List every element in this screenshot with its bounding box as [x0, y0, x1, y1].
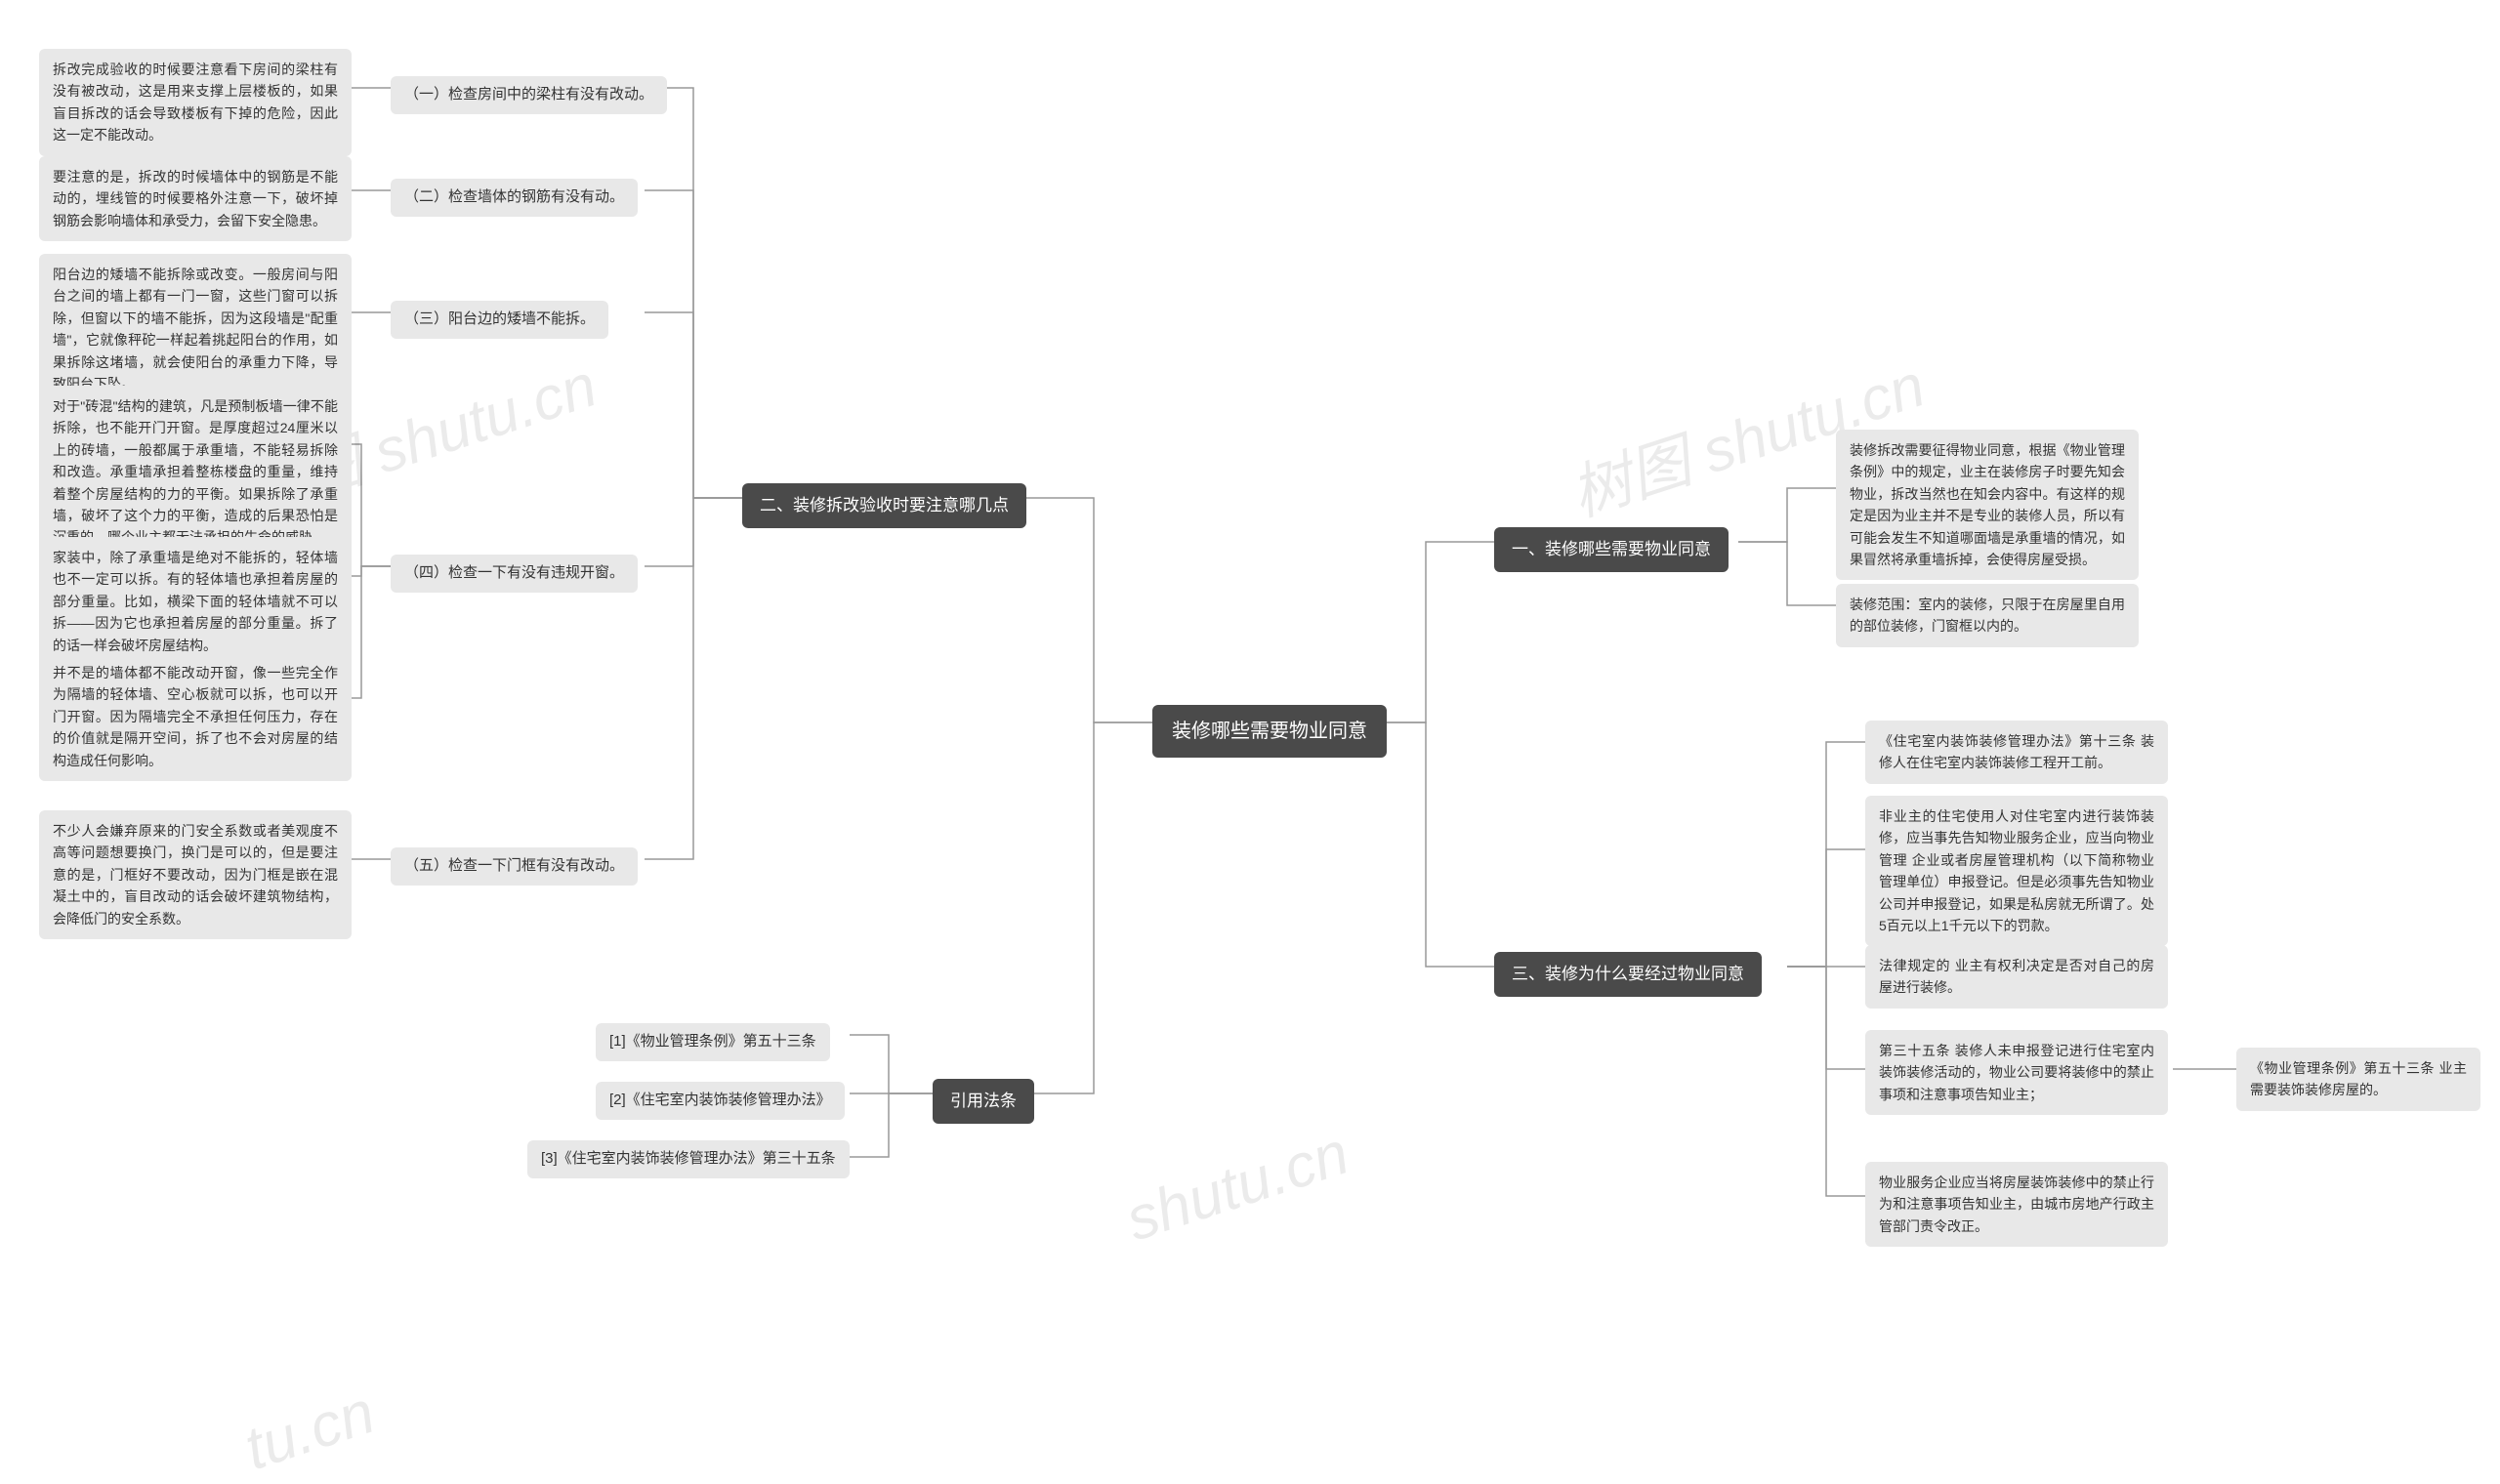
leaf[interactable]: 对于"砖混"结构的建筑，凡是预制板墙一律不能拆除，也不能开门开窗。是厚度超过24… — [39, 386, 352, 558]
leaf[interactable]: 法律规定的 业主有权利决定是否对自己的房屋进行装修。 — [1865, 945, 2168, 1009]
root-node[interactable]: 装修哪些需要物业同意 — [1152, 705, 1387, 758]
leaf[interactable]: 家装中，除了承重墙是绝对不能拆的，轻体墙也不一定可以拆。有的轻体墙也承担着房屋的… — [39, 537, 352, 666]
sub-node[interactable]: （三）阳台边的矮墙不能拆。 — [391, 301, 608, 339]
sub-node[interactable]: （四）检查一下有没有违规开窗。 — [391, 555, 638, 593]
sub-node[interactable]: （二）检查墙体的钢筋有没有动。 — [391, 179, 638, 217]
leaf[interactable]: 不少人会嫌弃原来的门安全系数或者美观度不高等问题想要换门，换门是可以的，但是要注… — [39, 810, 352, 939]
sub-node[interactable]: [1]《物业管理条例》第五十三条 — [596, 1023, 830, 1061]
sub-node[interactable]: [2]《住宅室内装饰装修管理办法》 — [596, 1082, 845, 1120]
leaf[interactable]: 并不是的墙体都不能改动开窗，像一些完全作为隔墙的轻体墙、空心板就可以拆，也可以开… — [39, 652, 352, 781]
mindmap-canvas: 树图 shutu.cn 树图 shutu.cn shutu.cn tu.cn 装… — [0, 0, 2500, 1440]
leaf[interactable]: 物业服务企业应当将房屋装饰装修中的禁止行为和注意事项告知业主，由城市房地产行政主… — [1865, 1162, 2168, 1247]
leaf[interactable]: 要注意的是，拆改的时候墙体中的钢筋是不能动的，埋线管的时候要格外注意一下，破坏掉… — [39, 156, 352, 241]
branch-left-1[interactable]: 二、装修拆改验收时要注意哪几点 — [742, 483, 1026, 528]
branch-right-2[interactable]: 三、装修为什么要经过物业同意 — [1494, 952, 1762, 997]
leaf[interactable]: 装修范围：室内的装修，只限于在房屋里自用的部位装修，门窗框以内的。 — [1836, 584, 2139, 647]
leaf[interactable]: 阳台边的矮墙不能拆除或改变。一般房间与阳台之间的墙上都有一门一窗，这些门窗可以拆… — [39, 254, 352, 404]
watermark: tu.cn — [236, 1378, 383, 1484]
leaf[interactable]: 装修拆改需要征得物业同意，根据《物业管理条例》中的规定，业主在装修房子时要先知会… — [1836, 430, 2139, 580]
leaf[interactable]: 拆改完成验收的时候要注意看下房间的梁柱有没有被改动，这是用来支撑上层楼板的，如果… — [39, 49, 352, 156]
sub-node[interactable]: （五）检查一下门框有没有改动。 — [391, 847, 638, 886]
sub-node[interactable]: [3]《住宅室内装饰装修管理办法》第三十五条 — [527, 1140, 850, 1178]
leaf[interactable]: 《物业管理条例》第五十三条 业主需要装饰装修房屋的。 — [2236, 1048, 2480, 1111]
sub-node[interactable]: （一）检查房间中的梁柱有没有改动。 — [391, 76, 667, 114]
watermark: shutu.cn — [1118, 1119, 1357, 1256]
branch-right-1[interactable]: 一、装修哪些需要物业同意 — [1494, 527, 1729, 572]
leaf[interactable]: 第三十五条 装修人未申报登记进行住宅室内装饰装修活动的，物业公司要将装修中的禁止… — [1865, 1030, 2168, 1115]
branch-left-2[interactable]: 引用法条 — [933, 1079, 1034, 1124]
leaf[interactable]: 非业主的住宅使用人对住宅室内进行装饰装修，应当事先告知物业服务企业，应当向物业管… — [1865, 796, 2168, 946]
leaf[interactable]: 《住宅室内装饰装修管理办法》第十三条 装修人在住宅室内装饰装修工程开工前。 — [1865, 721, 2168, 784]
